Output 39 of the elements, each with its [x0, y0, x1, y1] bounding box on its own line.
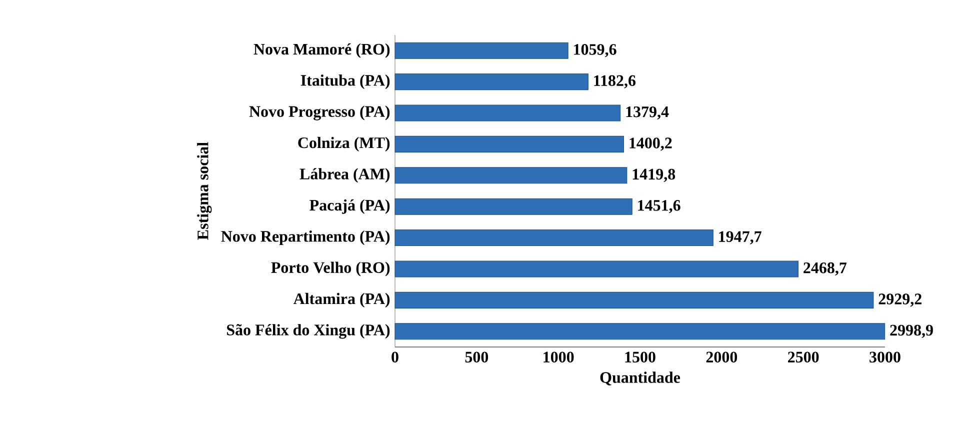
data-label: 2468,7 [804, 262, 847, 276]
x-axis-title: Quantidade [600, 372, 680, 386]
bar [394, 104, 621, 122]
y-tick-label: Novo Progresso (PA) [249, 106, 390, 120]
data-label: 1379,4 [626, 106, 669, 120]
x-tick-label: 2500 [788, 352, 819, 362]
data-label: 1419,8 [632, 168, 676, 182]
x-tick-label: 3000 [870, 352, 900, 362]
y-tick-label: Pacajá (PA) [310, 199, 390, 214]
x-tick-label: 0 [392, 352, 398, 362]
bar [394, 74, 588, 90]
y-tick-label: Colniza (MT) [298, 136, 390, 152]
bar [394, 260, 798, 278]
bar [394, 323, 886, 340]
y-tick-label: Nova Mamoré (RO) [254, 43, 390, 58]
data-label: 1400,2 [630, 138, 672, 151]
x-tick-label: 1000 [544, 352, 574, 362]
data-label: 2929,2 [878, 294, 922, 307]
x-tick-label: 500 [465, 352, 488, 362]
bar [394, 42, 568, 59]
data-label: 2998,9 [890, 324, 933, 338]
bar [394, 230, 714, 246]
x-tick-label: 2000 [706, 352, 738, 362]
bar [394, 292, 874, 308]
y-tick-label: Novo Repartimento (PA) [221, 230, 390, 246]
data-label: 1947,7 [719, 231, 762, 244]
y-tick-label: Itaituba (PA) [300, 74, 390, 90]
y-tick-label: São Félix do Xingu (PA) [226, 324, 390, 339]
data-label: 1182,6 [594, 75, 636, 88]
bar [394, 198, 632, 215]
y-tick-label: Altamira (PA) [293, 292, 390, 308]
data-label: 1059,6 [574, 44, 616, 58]
bar [394, 136, 624, 152]
data-label: 1451,6 [638, 200, 680, 214]
bar [394, 167, 628, 184]
y-tick-label: Lábrea (AM) [300, 168, 390, 183]
x-tick-label: 1500 [625, 352, 656, 362]
y-tick-label: Porto Velho (RO) [271, 262, 390, 276]
y-axis-title: Estigma social [197, 142, 212, 240]
